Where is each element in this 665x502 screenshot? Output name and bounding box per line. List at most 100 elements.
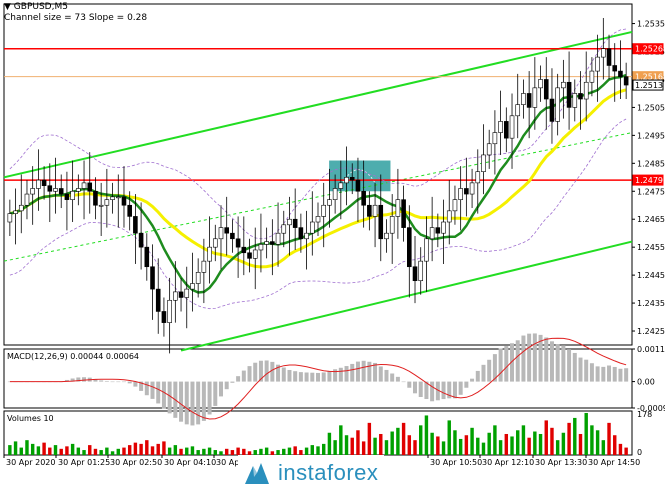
- band-upper-line: [9, 28, 627, 240]
- macd-bar: [70, 378, 75, 382]
- macd-bar: [532, 333, 537, 382]
- candle-body: [30, 188, 35, 195]
- macd-bar: [355, 361, 360, 382]
- candle-body: [13, 210, 18, 214]
- volume-bar: [561, 432, 566, 455]
- candle-body: [532, 87, 538, 108]
- candle-body: [321, 204, 327, 217]
- volume-bar: [213, 450, 217, 455]
- candle-body: [64, 193, 70, 200]
- candle-body: [230, 232, 235, 240]
- x-tick-label: 30 Apr 13:30: [535, 458, 587, 467]
- macd-bar: [241, 370, 246, 382]
- candle-body: [98, 204, 104, 207]
- volume-bar: [219, 451, 223, 455]
- macd-tick-label: 0.00: [637, 378, 655, 387]
- macd-bar: [589, 363, 594, 382]
- macd-bar: [99, 380, 104, 382]
- candle-body: [606, 48, 612, 66]
- candle-body: [486, 143, 492, 156]
- candle-body: [509, 115, 515, 139]
- volume-bar: [139, 443, 143, 455]
- macd-bar: [196, 381, 201, 425]
- dropdown-triangle-icon[interactable]: ▼: [4, 2, 11, 12]
- candle-body: [446, 210, 452, 223]
- price-tag-label: 1.2479: [635, 176, 663, 185]
- channel-info: Channel size = 73 Slope = 0.28: [4, 13, 148, 23]
- volume-bar: [230, 450, 235, 455]
- candle-body: [207, 246, 212, 262]
- x-tick-label: 30 Apr 0: [216, 458, 250, 467]
- macd-bar: [418, 381, 423, 397]
- macd-signal-line: [9, 337, 627, 420]
- candle-body: [87, 182, 93, 192]
- candle-body: [70, 190, 75, 200]
- candle-body: [173, 291, 178, 301]
- volume-bar: [105, 447, 109, 455]
- macd-bar: [139, 381, 144, 391]
- macd-bar: [82, 377, 87, 382]
- volume-bar: [527, 437, 531, 455]
- volume-bar: [578, 433, 583, 455]
- candle-body: [395, 199, 401, 217]
- volume-bar: [122, 447, 126, 455]
- volume-bar: [595, 430, 600, 455]
- volume-bar: [430, 432, 434, 455]
- volume-bar: [550, 427, 554, 455]
- y-tick-label: 1.2505: [637, 103, 665, 112]
- candle-body: [601, 48, 606, 58]
- candle-body: [7, 213, 13, 223]
- price-tag-box: [632, 43, 664, 55]
- symbol-label: ▼ GBPUSD,M5: [4, 2, 68, 12]
- volume-bar: [538, 433, 543, 455]
- price-tag-box: [632, 79, 664, 91]
- candle-body: [458, 188, 463, 200]
- macd-bar: [236, 376, 241, 382]
- candle-body: [138, 232, 144, 248]
- volume-bar: [30, 443, 35, 455]
- volume-bar: [493, 425, 497, 455]
- macd-bar: [413, 381, 418, 394]
- symbol-text: GBPUSD,M5: [13, 2, 68, 12]
- candle-body: [418, 260, 424, 282]
- volume-bar: [327, 432, 332, 455]
- volume-bar: [407, 435, 412, 455]
- macd-bar: [567, 349, 572, 382]
- candle-body: [327, 199, 332, 206]
- macd-bar: [253, 362, 258, 382]
- volume-bar: [259, 448, 263, 455]
- candle-body: [224, 227, 229, 234]
- macd-bar: [218, 381, 223, 397]
- candle-body: [76, 188, 81, 192]
- volume-bar: [196, 450, 200, 455]
- macd-bar: [384, 369, 389, 382]
- volume-bar: [555, 440, 560, 455]
- macd-tick-label: -0.00094: [637, 404, 665, 413]
- volume-bar: [498, 440, 503, 455]
- macd-bar: [452, 381, 457, 399]
- candle-body: [53, 188, 58, 192]
- macd-bar: [430, 381, 435, 402]
- volume-bar: [601, 440, 606, 455]
- volume-bar: [190, 446, 195, 455]
- candle-body: [41, 179, 47, 186]
- y-tick-label: 1.2445: [637, 271, 665, 280]
- candle-body: [150, 266, 155, 290]
- volume-bar: [481, 442, 486, 455]
- candle-body: [298, 227, 304, 240]
- macd-bar: [447, 381, 452, 399]
- macd-bar: [104, 380, 109, 382]
- volume-bar: [379, 433, 383, 455]
- candle-body: [201, 260, 207, 273]
- volume-bar: [584, 412, 588, 455]
- macd-bar: [487, 359, 492, 382]
- volume-bar: [82, 450, 86, 455]
- price-tag-label: 1.2516: [635, 73, 663, 82]
- macd-tick-label: 0.00116: [637, 345, 665, 354]
- price-tag-label: 1.2513: [635, 81, 663, 90]
- candle-body: [441, 221, 446, 234]
- volume-bar: [476, 437, 480, 455]
- volume-bar: [173, 445, 178, 455]
- volume-bar: [270, 451, 275, 455]
